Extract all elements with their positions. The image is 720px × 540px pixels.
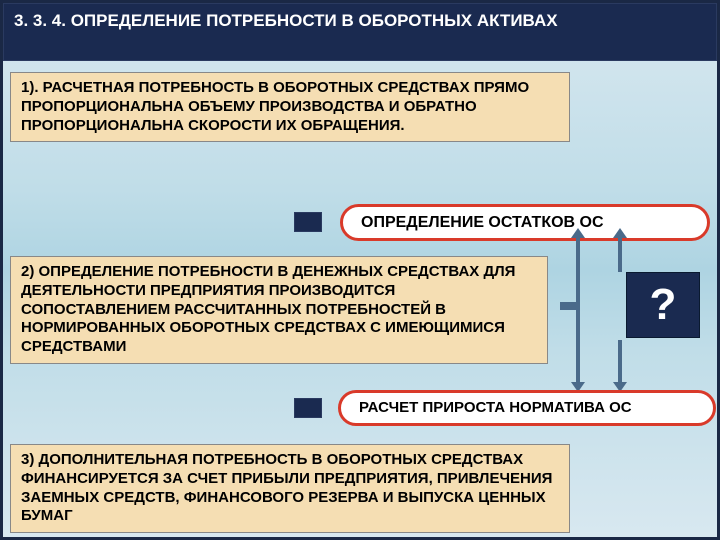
arrow-1-head <box>571 228 585 238</box>
step-3-box: 3) ДОПОЛНИТЕЛЬНАЯ ПОТРЕБНОСТЬ В ОБОРОТНЫ… <box>10 444 570 533</box>
step-2-box: 2) ОПРЕДЕЛЕНИЕ ПОТРЕБНОСТИ В ДЕНЕЖНЫХ СР… <box>10 256 548 364</box>
arrow-1-vertical <box>576 236 580 306</box>
step-1-box: 1). РАСЧЕТНАЯ ПОТРЕБНОСТЬ В ОБОРОТНЫХ СР… <box>10 72 570 142</box>
arrow-3-vertical <box>618 340 622 388</box>
callout-ostatkov: ОПРЕДЕЛЕНИЕ ОСТАТКОВ ОС <box>340 204 710 241</box>
callout-prirost: РАСЧЕТ ПРИРОСТА НОРМАТИВА ОС <box>338 390 716 426</box>
arrow-2-head <box>613 228 627 238</box>
slide-title: 3. 3. 4. ОПРЕДЕЛЕНИЕ ПОТРЕБНОСТИ В ОБОРО… <box>3 3 717 61</box>
arrow-4-horizontal <box>560 306 580 310</box>
connector-box-1 <box>294 212 322 232</box>
question-box: ? <box>626 272 700 338</box>
connector-box-2 <box>294 398 322 418</box>
arrow-2-vertical <box>618 236 622 272</box>
arrow-4-vertical <box>576 306 580 388</box>
